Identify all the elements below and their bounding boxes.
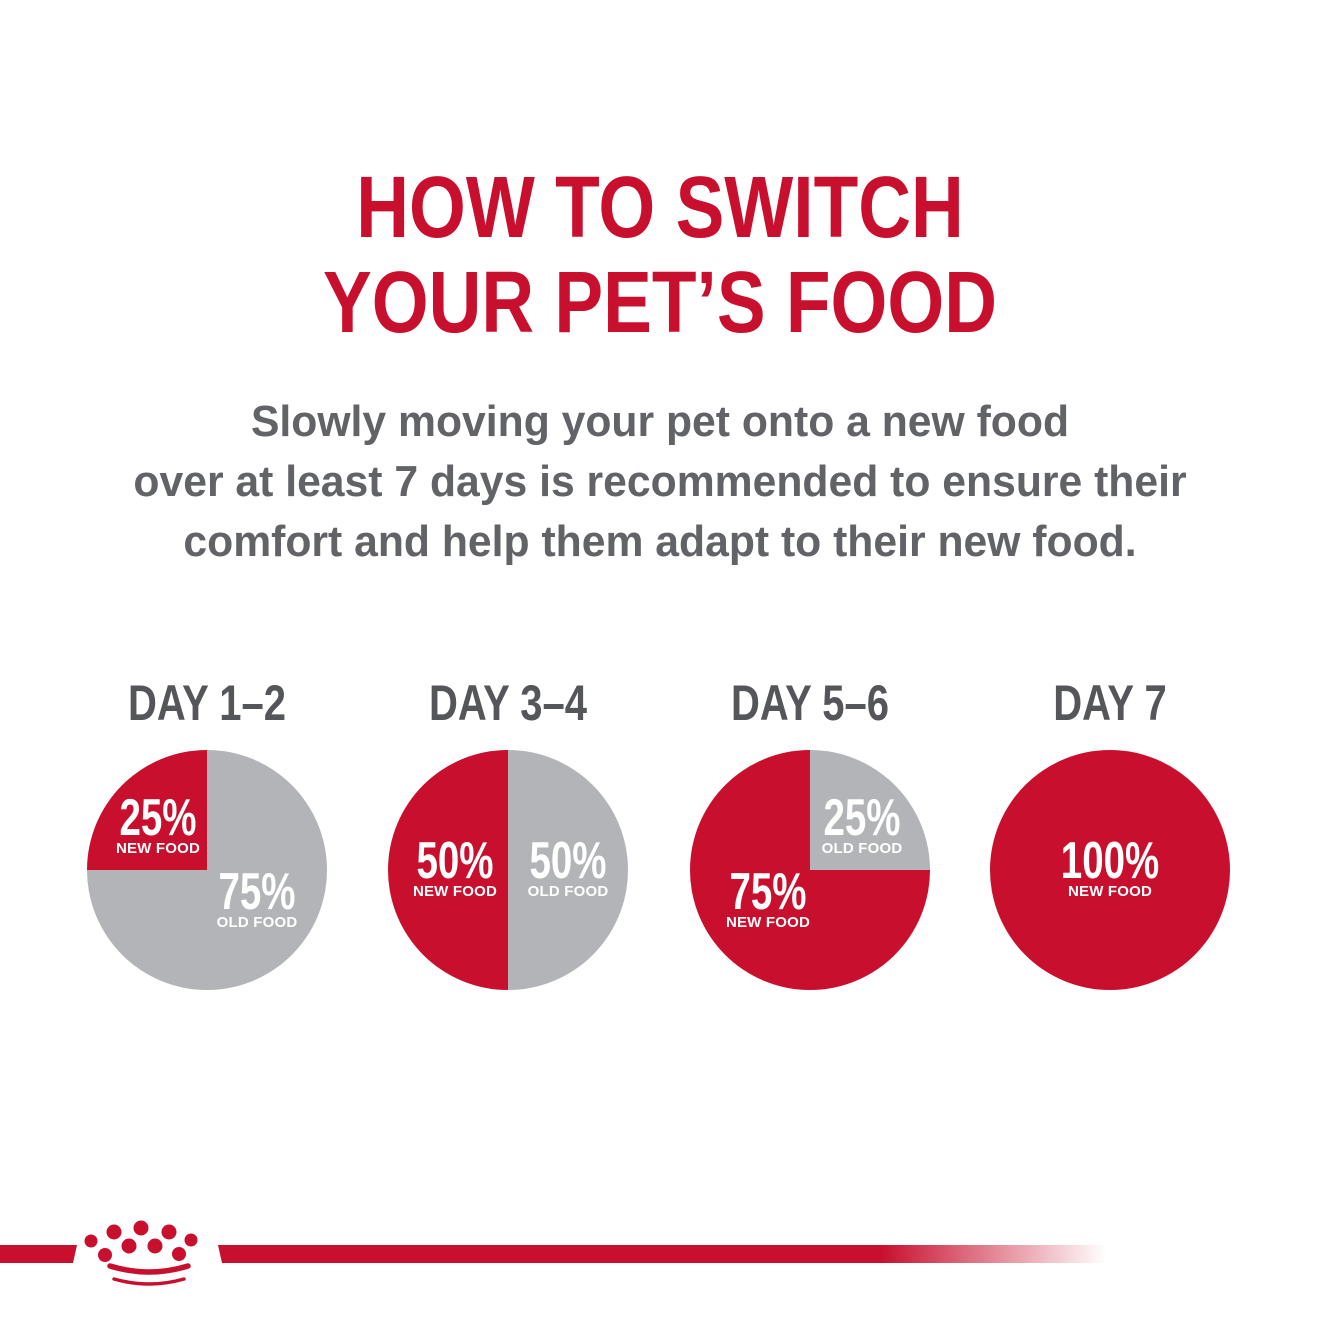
day-chart-title: DAY 5–6 bbox=[731, 675, 889, 731]
intro-text-line-2: over at least 7 days is recommended to e… bbox=[133, 457, 1187, 506]
brand-stripe-right bbox=[218, 1245, 1115, 1263]
day-chart: DAY 3–4 50% NEW FOOD 50% OLD FOOD bbox=[388, 678, 628, 990]
pie-slice-label: 75% OLD FOOD bbox=[205, 863, 309, 931]
pie-slice-label: 25% OLD FOOD bbox=[810, 789, 914, 857]
page-title: HOW TO SWITCH YOUR PET’S FOOD bbox=[0, 160, 1320, 350]
slice-percentage: 75% bbox=[729, 863, 807, 921]
slice-name: NEW FOOD bbox=[1067, 883, 1153, 900]
slice-name: OLD FOOD bbox=[821, 840, 903, 857]
slice-name: NEW FOOD bbox=[725, 914, 811, 931]
pie-chart: 50% NEW FOOD 50% OLD FOOD bbox=[388, 750, 628, 990]
royal-canin-crown-logo bbox=[84, 1220, 198, 1286]
slice-name: OLD FOOD bbox=[216, 914, 298, 931]
slice-percentage: 75% bbox=[218, 863, 296, 921]
pie-chart: 100% NEW FOOD bbox=[990, 750, 1230, 990]
day-chart: DAY 7 100% NEW FOOD bbox=[990, 678, 1230, 990]
pie-slice-label: 50% NEW FOOD bbox=[403, 832, 507, 900]
slice-percentage: 25% bbox=[823, 789, 901, 847]
slice-name: NEW FOOD bbox=[412, 883, 498, 900]
pie-slice-label: 25% NEW FOOD bbox=[106, 789, 210, 857]
pie-slice-label: 75% NEW FOOD bbox=[716, 863, 820, 931]
pie-chart: 25% NEW FOOD 75% OLD FOOD bbox=[87, 750, 327, 990]
slice-percentage: 50% bbox=[416, 832, 494, 890]
slice-percentage: 25% bbox=[119, 789, 197, 847]
day-chart-title: DAY 7 bbox=[1053, 675, 1167, 731]
day-chart: DAY 1–2 25% NEW FOOD 75% OLD FOOD bbox=[87, 678, 327, 990]
day-chart-title: DAY 3–4 bbox=[429, 675, 587, 731]
slice-name: NEW FOOD bbox=[115, 840, 201, 857]
day-chart: DAY 5–6 75% NEW FOOD 25% OLD FOOD bbox=[690, 678, 930, 990]
intro-text-line-1: Slowly moving your pet onto a new food bbox=[250, 397, 1070, 446]
slice-percentage: 100% bbox=[1060, 832, 1160, 890]
day-chart-title: DAY 1–2 bbox=[128, 675, 286, 731]
page-title-line-2: YOUR PET’S FOOD bbox=[322, 254, 998, 351]
intro-text-line-3: comfort and help them adapt to their new… bbox=[183, 517, 1137, 566]
pie-slice-label: 50% OLD FOOD bbox=[516, 832, 620, 900]
page-title-line-1: HOW TO SWITCH bbox=[356, 159, 964, 256]
brand-stripe-left bbox=[0, 1245, 77, 1263]
slice-percentage: 50% bbox=[529, 832, 607, 890]
pie-chart: 75% NEW FOOD 25% OLD FOOD bbox=[690, 750, 930, 990]
pie-slice-label: 100% NEW FOOD bbox=[1044, 832, 1177, 900]
slice-name: OLD FOOD bbox=[527, 883, 609, 900]
intro-text: Slowly moving your pet onto a new food o… bbox=[0, 392, 1320, 572]
